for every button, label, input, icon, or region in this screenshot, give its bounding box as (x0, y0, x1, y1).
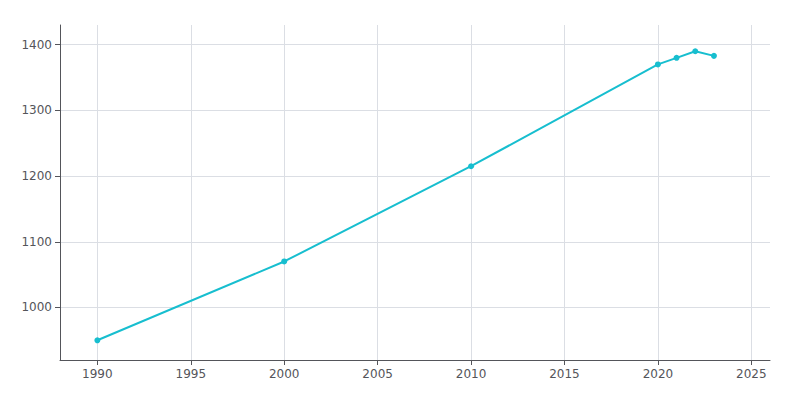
svg-text:1995: 1995 (176, 367, 207, 381)
svg-text:2010: 2010 (456, 367, 487, 381)
svg-text:1300: 1300 (21, 103, 52, 117)
svg-text:1000: 1000 (21, 300, 52, 314)
svg-text:1200: 1200 (21, 169, 52, 183)
svg-text:1100: 1100 (21, 235, 52, 249)
svg-text:2000: 2000 (269, 367, 300, 381)
svg-text:1990: 1990 (82, 367, 113, 381)
svg-text:2020: 2020 (643, 367, 674, 381)
svg-text:2015: 2015 (549, 367, 580, 381)
svg-text:1400: 1400 (21, 38, 52, 52)
svg-text:2025: 2025 (736, 367, 767, 381)
svg-text:2005: 2005 (362, 367, 393, 381)
